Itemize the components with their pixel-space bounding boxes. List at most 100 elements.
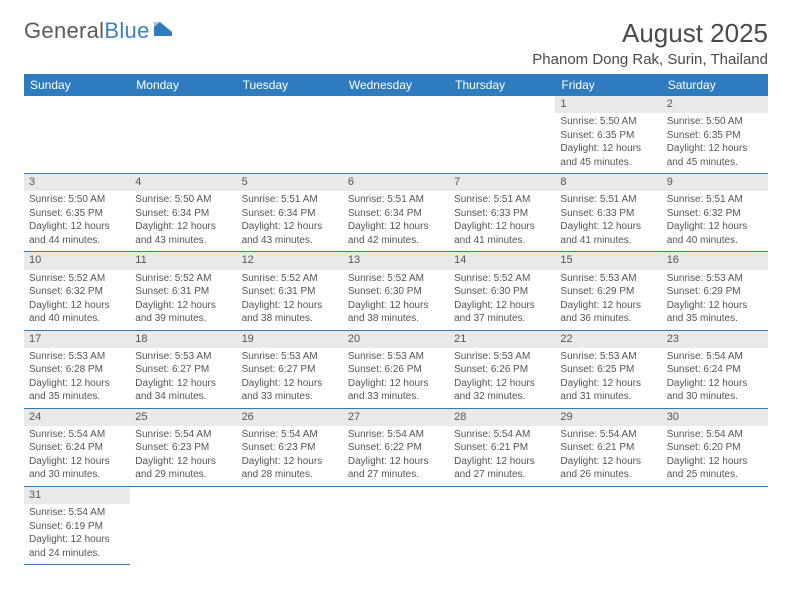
weekday-header-row: Sunday Monday Tuesday Wednesday Thursday… — [24, 74, 768, 96]
day-details — [24, 113, 130, 167]
day-details: Sunrise: 5:52 AMSunset: 6:32 PMDaylight:… — [24, 270, 130, 330]
calendar-cell — [343, 96, 449, 174]
calendar-cell: 14Sunrise: 5:52 AMSunset: 6:30 PMDayligh… — [449, 252, 555, 330]
day-details: Sunrise: 5:50 AMSunset: 6:35 PMDaylight:… — [24, 191, 130, 251]
weekday-header: Monday — [130, 74, 236, 96]
day-number — [24, 96, 130, 113]
day-details — [662, 504, 768, 558]
day-details: Sunrise: 5:54 AMSunset: 6:21 PMDaylight:… — [555, 426, 661, 486]
day-number: 5 — [237, 174, 343, 191]
day-details: Sunrise: 5:50 AMSunset: 6:35 PMDaylight:… — [555, 113, 661, 173]
calendar-week-row: 3Sunrise: 5:50 AMSunset: 6:35 PMDaylight… — [24, 174, 768, 252]
day-number: 2 — [662, 96, 768, 113]
day-details — [343, 504, 449, 558]
calendar-cell: 1Sunrise: 5:50 AMSunset: 6:35 PMDaylight… — [555, 96, 661, 174]
day-number: 22 — [555, 331, 661, 348]
calendar-cell: 8Sunrise: 5:51 AMSunset: 6:33 PMDaylight… — [555, 174, 661, 252]
day-number: 1 — [555, 96, 661, 113]
calendar-cell — [555, 486, 661, 564]
day-details — [449, 504, 555, 558]
calendar-cell — [662, 486, 768, 564]
calendar-cell: 21Sunrise: 5:53 AMSunset: 6:26 PMDayligh… — [449, 330, 555, 408]
day-details: Sunrise: 5:52 AMSunset: 6:31 PMDaylight:… — [237, 270, 343, 330]
day-number — [237, 96, 343, 113]
day-number: 31 — [24, 487, 130, 504]
day-number: 28 — [449, 409, 555, 426]
day-details — [130, 113, 236, 167]
day-number — [662, 487, 768, 504]
calendar-cell: 25Sunrise: 5:54 AMSunset: 6:23 PMDayligh… — [130, 408, 236, 486]
calendar-cell: 12Sunrise: 5:52 AMSunset: 6:31 PMDayligh… — [237, 252, 343, 330]
page-subtitle: Phanom Dong Rak, Surin, Thailand — [24, 51, 768, 68]
calendar-week-row: 1Sunrise: 5:50 AMSunset: 6:35 PMDaylight… — [24, 96, 768, 174]
calendar-cell: 10Sunrise: 5:52 AMSunset: 6:32 PMDayligh… — [24, 252, 130, 330]
day-number: 17 — [24, 331, 130, 348]
day-details: Sunrise: 5:53 AMSunset: 6:29 PMDaylight:… — [555, 270, 661, 330]
calendar-week-row: 31Sunrise: 5:54 AMSunset: 6:19 PMDayligh… — [24, 486, 768, 564]
calendar-cell: 13Sunrise: 5:52 AMSunset: 6:30 PMDayligh… — [343, 252, 449, 330]
day-details: Sunrise: 5:54 AMSunset: 6:24 PMDaylight:… — [24, 426, 130, 486]
brand-part1: General — [24, 18, 104, 44]
calendar-cell: 5Sunrise: 5:51 AMSunset: 6:34 PMDaylight… — [237, 174, 343, 252]
calendar-cell: 23Sunrise: 5:54 AMSunset: 6:24 PMDayligh… — [662, 330, 768, 408]
day-number: 25 — [130, 409, 236, 426]
day-number: 30 — [662, 409, 768, 426]
day-details: Sunrise: 5:54 AMSunset: 6:22 PMDaylight:… — [343, 426, 449, 486]
day-number: 29 — [555, 409, 661, 426]
day-details: Sunrise: 5:51 AMSunset: 6:34 PMDaylight:… — [237, 191, 343, 251]
day-number — [237, 487, 343, 504]
calendar-cell: 27Sunrise: 5:54 AMSunset: 6:22 PMDayligh… — [343, 408, 449, 486]
day-details: Sunrise: 5:50 AMSunset: 6:35 PMDaylight:… — [662, 113, 768, 173]
day-details: Sunrise: 5:53 AMSunset: 6:27 PMDaylight:… — [130, 348, 236, 408]
page-title: August 2025 — [622, 18, 768, 49]
day-number: 3 — [24, 174, 130, 191]
day-number — [130, 487, 236, 504]
calendar-cell — [24, 96, 130, 174]
calendar-cell: 17Sunrise: 5:53 AMSunset: 6:28 PMDayligh… — [24, 330, 130, 408]
calendar-week-row: 10Sunrise: 5:52 AMSunset: 6:32 PMDayligh… — [24, 252, 768, 330]
day-number: 6 — [343, 174, 449, 191]
day-details: Sunrise: 5:51 AMSunset: 6:33 PMDaylight:… — [449, 191, 555, 251]
day-number: 24 — [24, 409, 130, 426]
day-details: Sunrise: 5:54 AMSunset: 6:20 PMDaylight:… — [662, 426, 768, 486]
day-number: 9 — [662, 174, 768, 191]
day-number — [449, 487, 555, 504]
day-number — [343, 96, 449, 113]
calendar-cell: 15Sunrise: 5:53 AMSunset: 6:29 PMDayligh… — [555, 252, 661, 330]
flag-icon — [154, 22, 178, 38]
calendar-cell — [130, 486, 236, 564]
day-details: Sunrise: 5:53 AMSunset: 6:25 PMDaylight:… — [555, 348, 661, 408]
header-row: GeneralBlue August 2025 — [24, 18, 768, 49]
day-details: Sunrise: 5:53 AMSunset: 6:27 PMDaylight:… — [237, 348, 343, 408]
calendar-cell: 7Sunrise: 5:51 AMSunset: 6:33 PMDaylight… — [449, 174, 555, 252]
day-details: Sunrise: 5:51 AMSunset: 6:32 PMDaylight:… — [662, 191, 768, 251]
day-number: 13 — [343, 252, 449, 269]
day-details — [237, 504, 343, 558]
calendar-week-row: 17Sunrise: 5:53 AMSunset: 6:28 PMDayligh… — [24, 330, 768, 408]
day-details — [555, 504, 661, 558]
day-number: 12 — [237, 252, 343, 269]
day-details: Sunrise: 5:54 AMSunset: 6:19 PMDaylight:… — [24, 504, 130, 564]
day-number: 15 — [555, 252, 661, 269]
day-details: Sunrise: 5:52 AMSunset: 6:30 PMDaylight:… — [343, 270, 449, 330]
weekday-header: Thursday — [449, 74, 555, 96]
calendar-cell: 19Sunrise: 5:53 AMSunset: 6:27 PMDayligh… — [237, 330, 343, 408]
day-number: 19 — [237, 331, 343, 348]
brand-logo: GeneralBlue — [24, 18, 178, 44]
calendar-cell: 4Sunrise: 5:50 AMSunset: 6:34 PMDaylight… — [130, 174, 236, 252]
calendar-cell — [130, 96, 236, 174]
day-number: 10 — [24, 252, 130, 269]
calendar-page: GeneralBlue August 2025 Phanom Dong Rak,… — [0, 0, 792, 583]
day-number — [555, 487, 661, 504]
day-details: Sunrise: 5:54 AMSunset: 6:24 PMDaylight:… — [662, 348, 768, 408]
calendar-cell: 6Sunrise: 5:51 AMSunset: 6:34 PMDaylight… — [343, 174, 449, 252]
calendar-cell — [449, 96, 555, 174]
day-number — [343, 487, 449, 504]
day-details: Sunrise: 5:54 AMSunset: 6:21 PMDaylight:… — [449, 426, 555, 486]
calendar-cell: 11Sunrise: 5:52 AMSunset: 6:31 PMDayligh… — [130, 252, 236, 330]
calendar-table: Sunday Monday Tuesday Wednesday Thursday… — [24, 74, 768, 565]
weekday-header: Sunday — [24, 74, 130, 96]
day-number — [449, 96, 555, 113]
weekday-header: Saturday — [662, 74, 768, 96]
day-number: 26 — [237, 409, 343, 426]
